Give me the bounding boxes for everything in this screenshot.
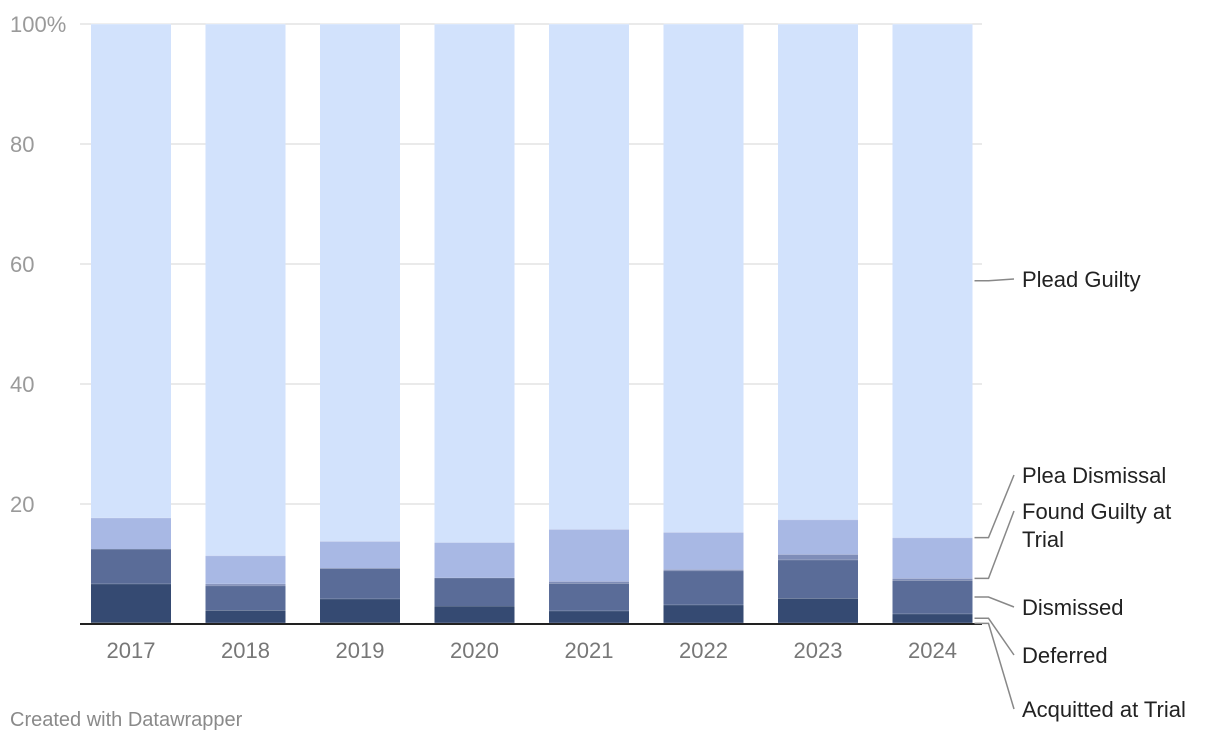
x-tick-label: 2024 bbox=[908, 638, 957, 663]
y-tick-label: 100% bbox=[10, 12, 66, 37]
legend-label: Deferred bbox=[1022, 643, 1108, 668]
x-tick-label: 2017 bbox=[107, 638, 156, 663]
x-tick-label: 2020 bbox=[450, 638, 499, 663]
bar-segment-plea-dismissal-2021 bbox=[549, 529, 629, 582]
x-tick-label: 2021 bbox=[565, 638, 614, 663]
bar-segment-dismissed-2019 bbox=[320, 568, 400, 599]
bar-segment-plead-guilty-2022 bbox=[663, 24, 744, 533]
x-tick-label: 2023 bbox=[794, 638, 843, 663]
bar-segment-found-guilty-at-trial-2024 bbox=[892, 578, 973, 581]
bar-segment-dismissed-2018 bbox=[205, 585, 286, 611]
x-axis-ticks: 2017 2018 2019 2020 2021 2022 2023 2024 bbox=[107, 638, 957, 663]
legend-label: Plea Dismissal bbox=[1022, 463, 1166, 488]
bar-segment-deferred-2021 bbox=[549, 610, 629, 623]
x-tick-label: 2018 bbox=[221, 638, 270, 663]
bar-segment-plead-guilty-2024 bbox=[892, 24, 973, 538]
bar-segment-found-guilty-at-trial-2018 bbox=[205, 583, 286, 586]
bar-segment-plea-dismissal-2019 bbox=[320, 541, 400, 569]
bar-segment-found-guilty-at-trial-2022 bbox=[663, 569, 744, 571]
bar-segment-plead-guilty-2018 bbox=[205, 24, 286, 556]
bar-segment-plea-dismissal-2023 bbox=[778, 519, 858, 555]
bar-segment-dismissed-2020 bbox=[434, 577, 515, 606]
bar-segment-plea-dismissal-2018 bbox=[205, 555, 286, 584]
bar-segment-found-guilty-at-trial-2021 bbox=[549, 581, 629, 584]
legend: Acquitted at Trial Deferred Dismissed Found… bbox=[974, 267, 1186, 722]
y-tick-label: 40 bbox=[10, 372, 34, 397]
bar-segment-plead-guilty-2020 bbox=[434, 24, 515, 543]
bar-segment-plead-guilty-2023 bbox=[778, 24, 858, 520]
x-tick-label: 2022 bbox=[679, 638, 728, 663]
bar-segment-dismissed-2022 bbox=[663, 570, 744, 605]
bar-segment-dismissed-2024 bbox=[892, 580, 973, 614]
legend-label: Plead Guilty bbox=[1022, 267, 1141, 292]
y-tick-label: 20 bbox=[10, 492, 34, 517]
bar-segment-plead-guilty-2019 bbox=[320, 24, 400, 542]
y-tick-label: 60 bbox=[10, 252, 34, 277]
bar-segment-deferred-2018 bbox=[205, 610, 286, 623]
legend-leader-line bbox=[974, 278, 1015, 282]
bar-segment-dismissed-2021 bbox=[549, 583, 629, 611]
y-tick-label: 80 bbox=[10, 132, 34, 157]
legend-label: Dismissed bbox=[1022, 595, 1123, 620]
y-axis-ticks: 100% 80 60 40 20 bbox=[10, 12, 66, 517]
bar-segment-plead-guilty-2021 bbox=[549, 24, 629, 530]
bar-segment-plea-dismissal-2017 bbox=[91, 517, 171, 549]
credit-text: Created with Datawrapper bbox=[10, 709, 243, 731]
legend-label: Found Guilty at Trial bbox=[1022, 499, 1171, 552]
x-tick-label: 2019 bbox=[336, 638, 385, 663]
legend-label: Acquitted at Trial bbox=[1022, 697, 1186, 722]
bar-segment-deferred-2020 bbox=[434, 606, 515, 623]
bar-segment-deferred-2024 bbox=[892, 613, 973, 623]
bar-segment-plea-dismissal-2020 bbox=[434, 542, 515, 578]
bars bbox=[80, 23, 982, 625]
bar-segment-plead-guilty-2017 bbox=[91, 24, 171, 518]
bar-segment-plea-dismissal-2024 bbox=[892, 537, 973, 579]
bar-segment-dismissed-2017 bbox=[91, 549, 171, 584]
legend-leader-line bbox=[974, 474, 1015, 539]
bar-segment-deferred-2019 bbox=[320, 598, 400, 623]
legend-leader-line bbox=[974, 617, 1015, 656]
bar-segment-deferred-2017 bbox=[91, 583, 171, 623]
bar-segment-found-guilty-at-trial-2023 bbox=[778, 554, 858, 560]
legend-leader-line bbox=[974, 510, 1015, 580]
legend-leader-line bbox=[974, 622, 1015, 710]
bar-segment-deferred-2023 bbox=[778, 598, 858, 623]
bar-segment-plea-dismissal-2022 bbox=[663, 532, 744, 570]
bar-segment-deferred-2022 bbox=[663, 604, 744, 623]
bar-segment-dismissed-2023 bbox=[778, 559, 858, 599]
legend-leader-line bbox=[974, 596, 1015, 608]
